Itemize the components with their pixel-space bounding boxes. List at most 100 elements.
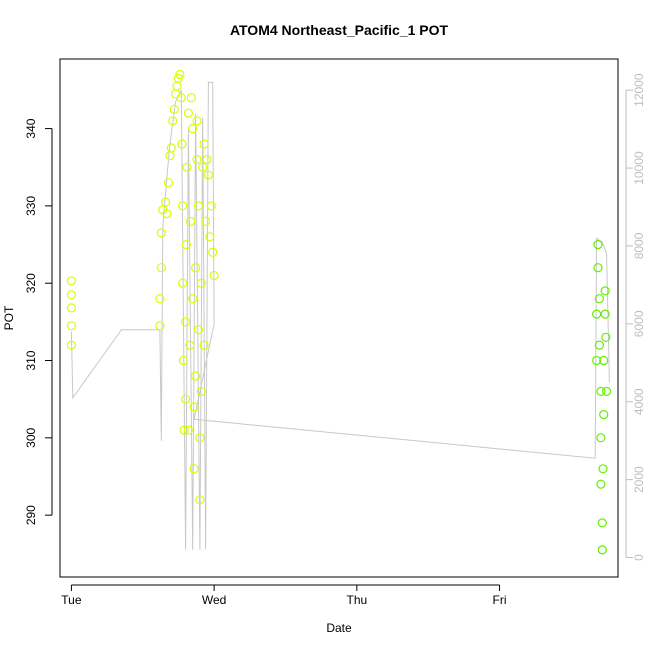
data-point — [155, 321, 165, 331]
y-tick-label: 320 — [24, 273, 38, 293]
data-point — [185, 340, 195, 350]
data-point — [178, 355, 188, 366]
data-point — [202, 154, 212, 165]
data-point — [178, 278, 188, 288]
data-point — [199, 139, 209, 149]
data-point — [66, 303, 77, 313]
y-tick-label: 330 — [24, 196, 38, 216]
data-point — [183, 425, 193, 435]
data-point — [191, 371, 201, 381]
data-point — [66, 276, 77, 286]
y2-tick-label: 4000 — [632, 388, 646, 415]
data-point — [169, 104, 179, 114]
data-point — [196, 386, 206, 396]
plot-frame — [59, 58, 619, 578]
y-axis-label: POT — [2, 305, 16, 330]
y-tick-label: 340 — [24, 118, 38, 138]
data-point — [599, 410, 609, 420]
data-point — [593, 263, 603, 273]
y2-tick-label: 6000 — [632, 310, 646, 337]
data-point — [601, 332, 611, 342]
data-point — [66, 321, 77, 331]
x-tick-label: Fri — [493, 593, 507, 607]
data-point — [165, 151, 175, 161]
data-point — [191, 263, 201, 273]
data-point — [598, 464, 608, 474]
y-tick-label: 290 — [24, 505, 38, 525]
data-point — [205, 232, 215, 242]
data-point — [591, 309, 602, 319]
y2-tick-label: 8000 — [632, 232, 646, 259]
x-axis-label: Date — [326, 621, 352, 635]
data-point — [208, 247, 218, 257]
chart-title: ATOM4 Northeast_Pacific_1 POT — [230, 22, 449, 38]
altitude-line-layer — [70, 81, 610, 550]
data-point — [600, 286, 610, 296]
data-point — [195, 495, 205, 505]
data-point — [181, 240, 191, 250]
data-point — [597, 518, 607, 528]
data-point — [175, 69, 185, 80]
data-point — [188, 294, 198, 304]
data-point — [176, 93, 186, 103]
data-point — [601, 386, 612, 396]
altitude-line — [70, 81, 610, 550]
data-point — [162, 209, 172, 219]
axes-layer: 290 300 310 320 330 340 0 2000 4000 6000 8000 10000… — [24, 58, 646, 607]
y2-tick-label: 10000 — [632, 151, 646, 185]
data-point — [196, 278, 206, 288]
data-point — [596, 386, 606, 396]
data-point — [189, 402, 199, 412]
data-point — [168, 116, 178, 126]
x-tick-label: Thu — [346, 593, 367, 607]
data-point — [599, 355, 609, 366]
data-point — [177, 139, 187, 149]
data-point — [192, 116, 202, 126]
data-point — [596, 479, 606, 489]
data-point — [173, 73, 184, 83]
data-point — [172, 81, 182, 91]
data-point — [594, 340, 605, 350]
data-point — [188, 124, 198, 134]
data-point — [179, 425, 189, 435]
data-point — [163, 178, 174, 188]
data-point — [166, 143, 176, 153]
data-point — [182, 162, 192, 172]
data-point — [156, 263, 166, 273]
data-point — [183, 108, 193, 118]
data-point — [186, 216, 196, 226]
data-point — [206, 201, 216, 211]
data-point — [193, 325, 203, 335]
data-point — [596, 433, 606, 443]
data-points-layer — [66, 69, 612, 555]
x-tick-label: Wed — [202, 593, 226, 607]
data-point — [195, 433, 205, 443]
data-point — [203, 170, 213, 180]
data-point — [181, 394, 191, 404]
data-point — [181, 317, 191, 327]
data-point — [156, 228, 166, 238]
data-point — [209, 270, 219, 281]
data-point — [594, 294, 605, 304]
x-tick-label: Tue — [61, 593, 82, 607]
y2-tick-label: 2000 — [632, 466, 646, 493]
data-point — [178, 201, 188, 211]
data-point — [600, 309, 610, 319]
data-point — [597, 545, 607, 555]
data-point — [591, 355, 602, 366]
data-point — [161, 197, 171, 207]
data-point — [66, 290, 77, 300]
y-tick-label: 310 — [24, 350, 38, 370]
data-point — [155, 294, 165, 304]
data-point — [199, 340, 209, 350]
data-point — [193, 201, 203, 211]
data-point — [189, 464, 199, 474]
data-point — [66, 340, 77, 350]
y2-tick-label: 0 — [632, 554, 646, 561]
y2-tick-label: 12000 — [632, 73, 646, 107]
data-point — [593, 240, 603, 250]
data-point — [201, 216, 211, 226]
data-point — [198, 162, 208, 172]
